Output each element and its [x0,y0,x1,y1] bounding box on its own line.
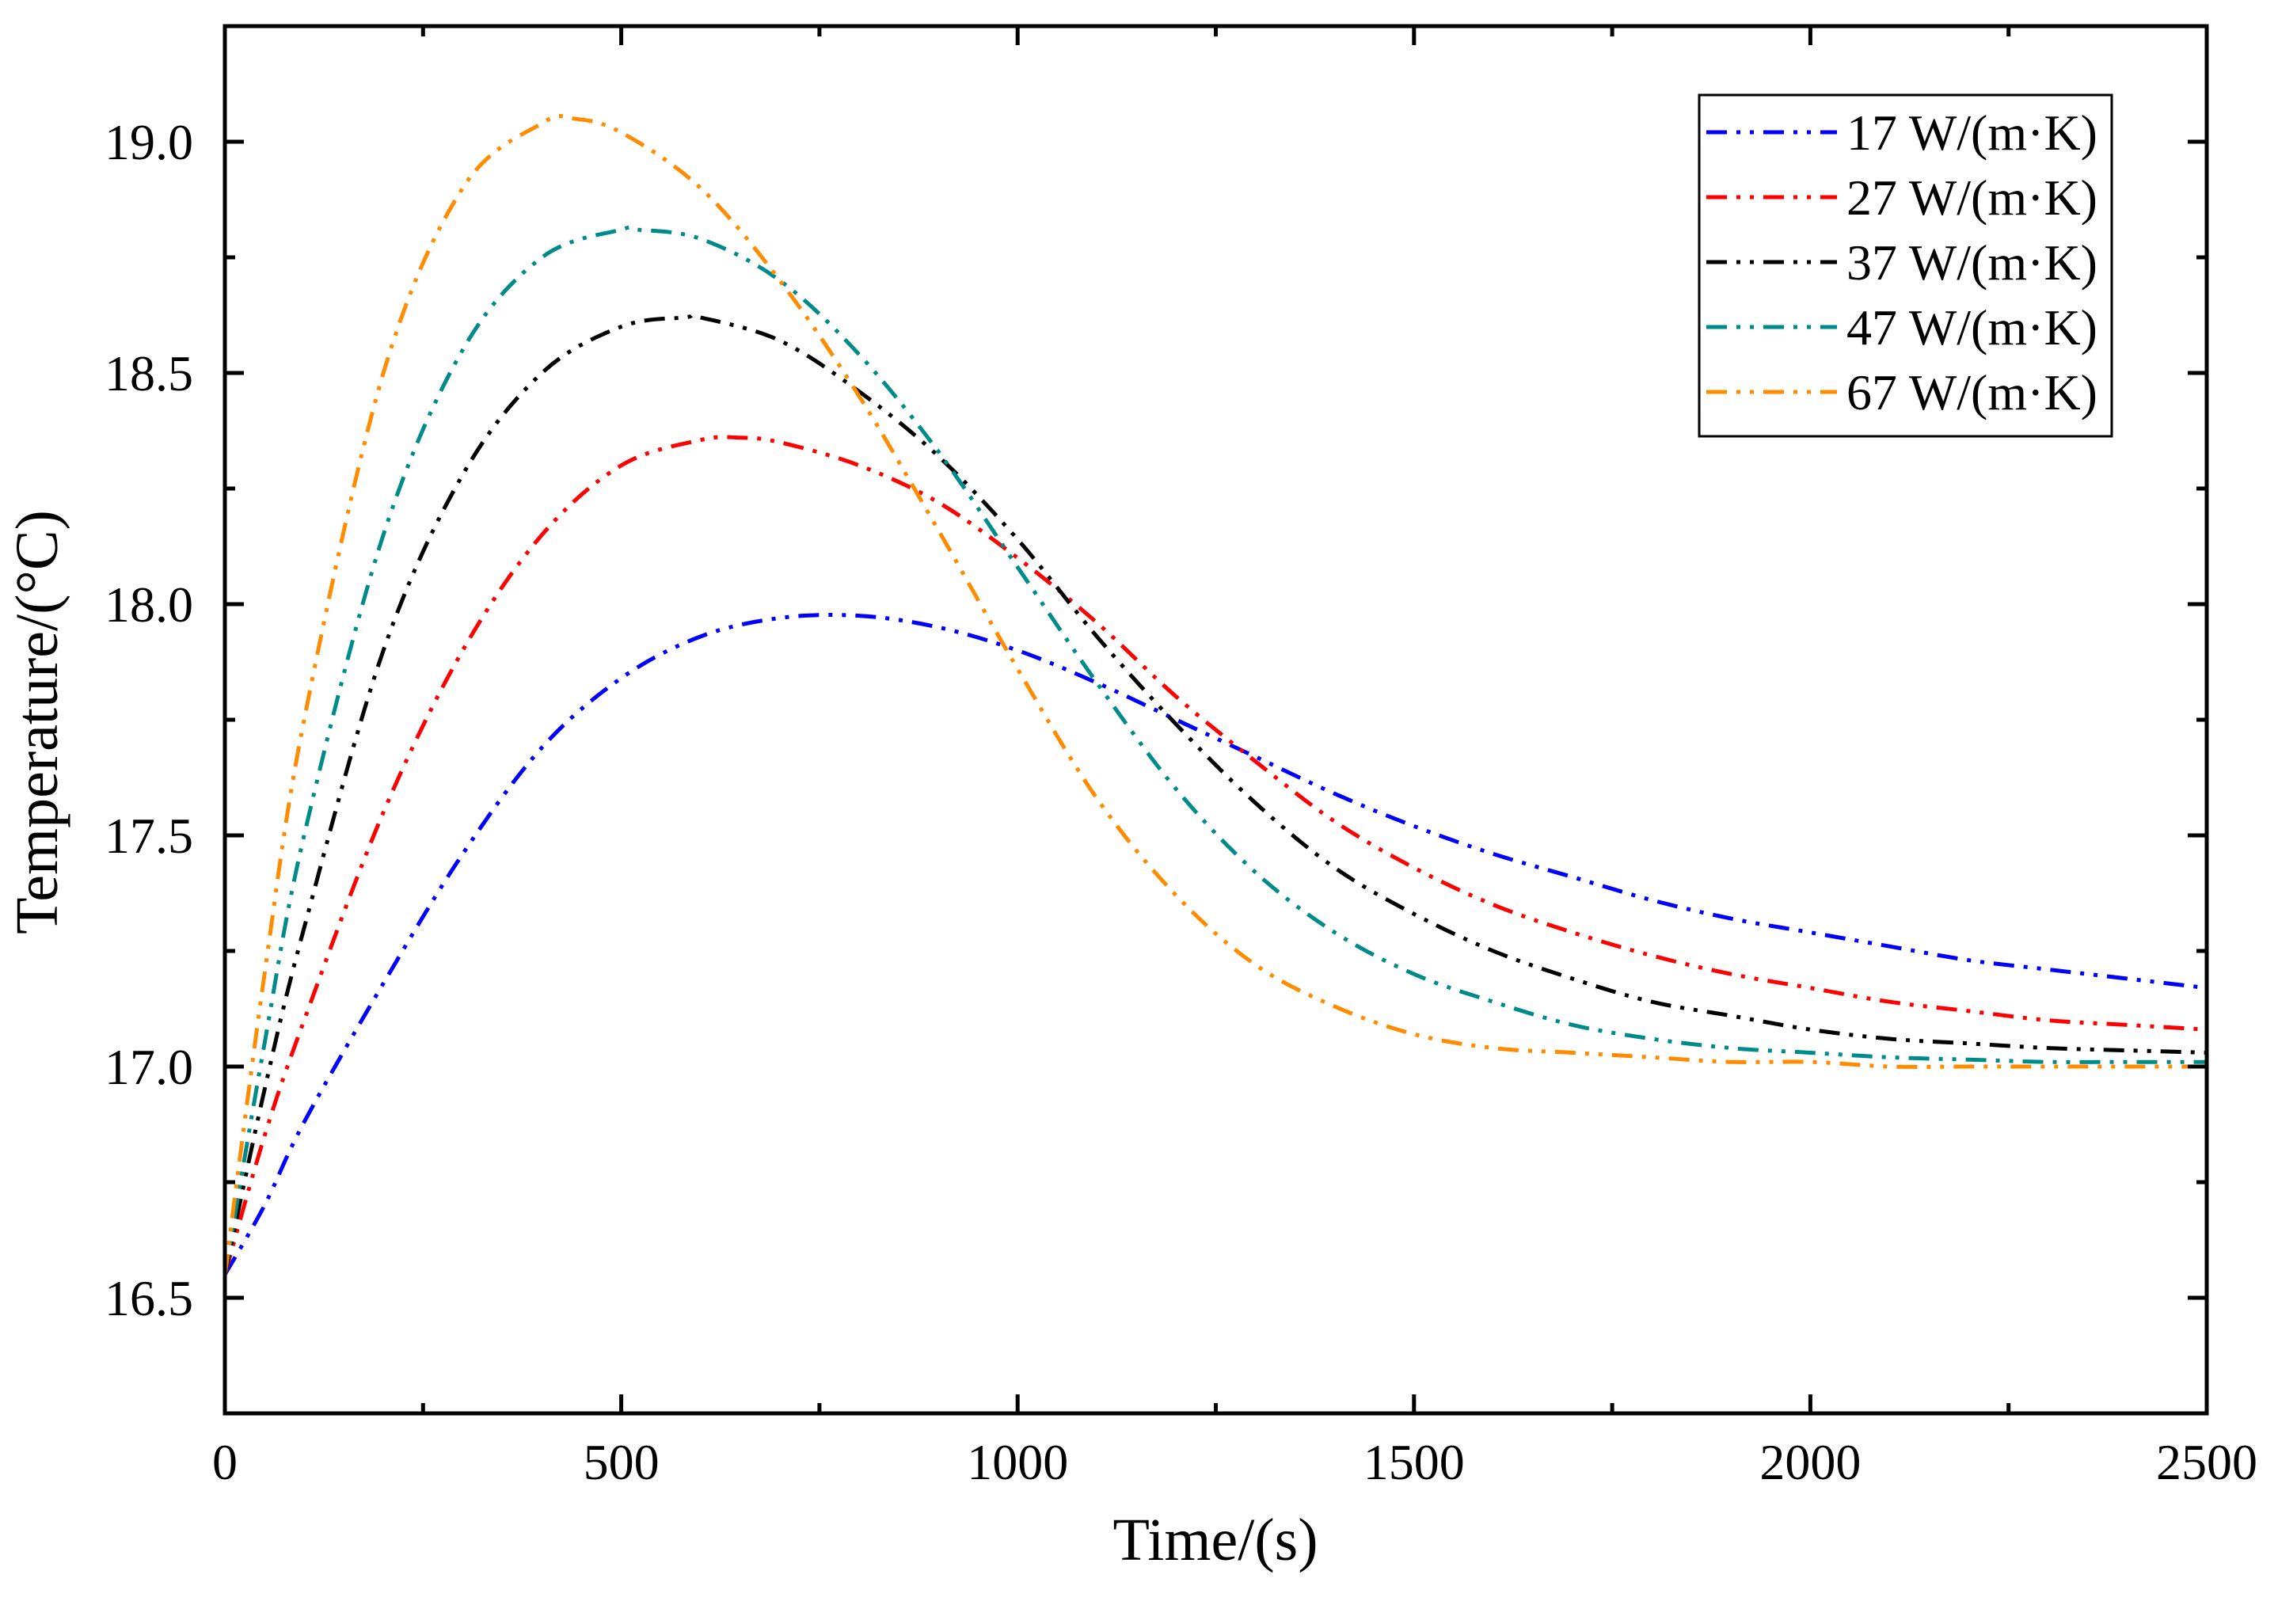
series-line-5 [222,114,2207,1276]
x-tick-label: 2000 [1759,1434,1861,1490]
ticks-layer: 0 500 1000 1500 2000 2500 16.5 17.0 17.5 18.0 18.5… [105,26,2257,1490]
y-axis-label: Temperature/(°C) [4,510,70,934]
x-tick-label: 2500 [2156,1434,2257,1490]
x-axis-label: Time/(s) [1112,1507,1318,1573]
series-line-4 [222,225,2207,1276]
y-tick-label: 18.5 [105,345,193,401]
series-line-2 [222,435,2208,1276]
legend-box [1698,93,2113,438]
y-tick-label: 18.0 [105,576,193,633]
legend-label: 17 W/(m·K) [1846,105,2097,161]
legend-label: 67 W/(m·K) [1846,364,2097,420]
legend-label: 37 W/(m·K) [1846,234,2097,291]
x-tick-label: 500 [584,1434,660,1490]
x-tick-label: 0 [212,1434,238,1490]
series-line-3 [222,313,2208,1276]
y-tick-label: 19.0 [105,114,193,170]
legend-label: 27 W/(m·K) [1846,169,2097,226]
legend-label: 47 W/(m·K) [1846,299,2097,356]
x-tick-label: 1000 [967,1434,1068,1490]
series-line-1 [222,613,2208,1276]
y-tick-label: 16.5 [105,1270,193,1326]
x-tick-label: 1500 [1363,1434,1465,1490]
y-tick-label: 17.5 [105,808,193,864]
plot-frame [222,24,2209,1416]
legend: 17 W/(m·K) 27 W/(m·K) 37 W/(m·K) 47 W/(m·K)… [1698,93,2113,438]
y-tick-label: 17.0 [105,1039,193,1095]
series-layer [222,114,2208,1276]
